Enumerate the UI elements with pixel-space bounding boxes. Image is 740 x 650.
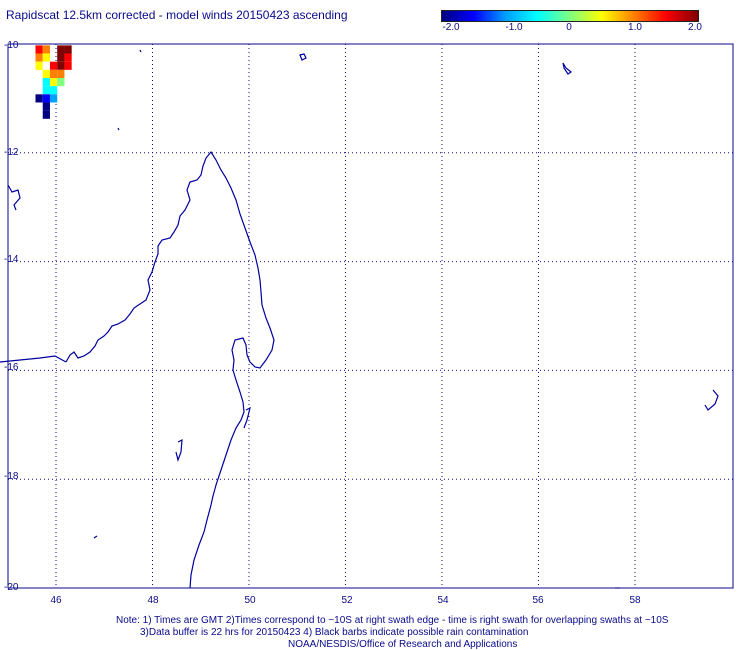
lat-tick-18: -18 — [4, 471, 19, 482]
swath-cell — [57, 53, 65, 62]
swath-cell — [57, 69, 65, 78]
note-line-3: NOAA/NESDIS/Office of Research and Appli… — [288, 639, 518, 650]
swath-cell — [42, 86, 50, 95]
lon-tick-48: 48 — [147, 595, 159, 606]
swath-cell — [35, 45, 43, 54]
map-frame — [7, 43, 734, 589]
swath-cell — [57, 61, 65, 70]
lat-tick-14: -14 — [4, 254, 19, 265]
madagascar-coastline — [65, 150, 275, 589]
swath-cell — [42, 94, 50, 103]
lat-tick-16: -16 — [4, 362, 19, 373]
swath-cell — [42, 110, 50, 119]
swath-cells — [35, 45, 72, 119]
swath-cell — [35, 94, 43, 103]
swath-cell — [49, 78, 58, 87]
swath-cell — [42, 69, 50, 78]
islet-3 — [93, 535, 98, 539]
coastline — [0, 49, 719, 589]
lon-tick-56: 56 — [532, 595, 544, 606]
islet-4 — [243, 406, 251, 429]
map-title: Rapidscat 12.5km corrected - model winds… — [6, 8, 348, 22]
lon-tick-54: 54 — [437, 595, 449, 606]
color-scale-bar — [441, 10, 699, 22]
colorbar-label-min: -2.0 — [442, 22, 460, 33]
islet-1 — [139, 49, 142, 53]
lat-tick-10: -10 — [4, 40, 19, 51]
swath-cell — [64, 53, 72, 62]
lon-tick-50: 50 — [244, 595, 256, 606]
lon-tick-52: 52 — [341, 595, 353, 606]
swath-cell — [49, 94, 58, 103]
colorbar-label-neg1: -1.0 — [505, 22, 523, 33]
swath-cell — [49, 86, 58, 95]
swath-cell — [42, 53, 50, 62]
note-line-2: 3)Data buffer is 22 hrs for 20150423 4) … — [140, 627, 529, 638]
swath-cell — [42, 45, 50, 54]
colorbar-label-zero: 0 — [566, 22, 572, 33]
swath-cell — [64, 45, 72, 54]
note-line-1: Note: 1) Times are GMT 2)Times correspon… — [116, 615, 669, 626]
mainland-coast-south — [0, 355, 67, 363]
swath-cell — [57, 78, 65, 87]
comoros-island-2 — [562, 62, 573, 75]
swath-cell — [42, 78, 50, 87]
swath-cell — [35, 61, 43, 70]
swath-cell — [42, 102, 50, 111]
swath-cell — [35, 53, 43, 62]
colorbar-label-max: 2.0 — [688, 22, 702, 33]
lon-tick-58: 58 — [629, 595, 641, 606]
lon-tick-46: 46 — [50, 595, 62, 606]
grid-lines — [8, 43, 733, 589]
lat-tick-20: -20 — [4, 582, 19, 593]
swath-cell — [49, 61, 58, 70]
swath-cell — [57, 45, 65, 54]
mainland-coast-west — [7, 184, 21, 211]
colorbar-label-pos1: 1.0 — [628, 22, 642, 33]
reunion-island — [704, 389, 719, 411]
swath-cell — [64, 61, 72, 70]
europa-island — [175, 438, 183, 463]
islet-2 — [117, 127, 120, 131]
lat-tick-12: -12 — [4, 147, 19, 158]
comoros-island-1 — [299, 53, 307, 61]
swath-cell — [49, 69, 58, 78]
